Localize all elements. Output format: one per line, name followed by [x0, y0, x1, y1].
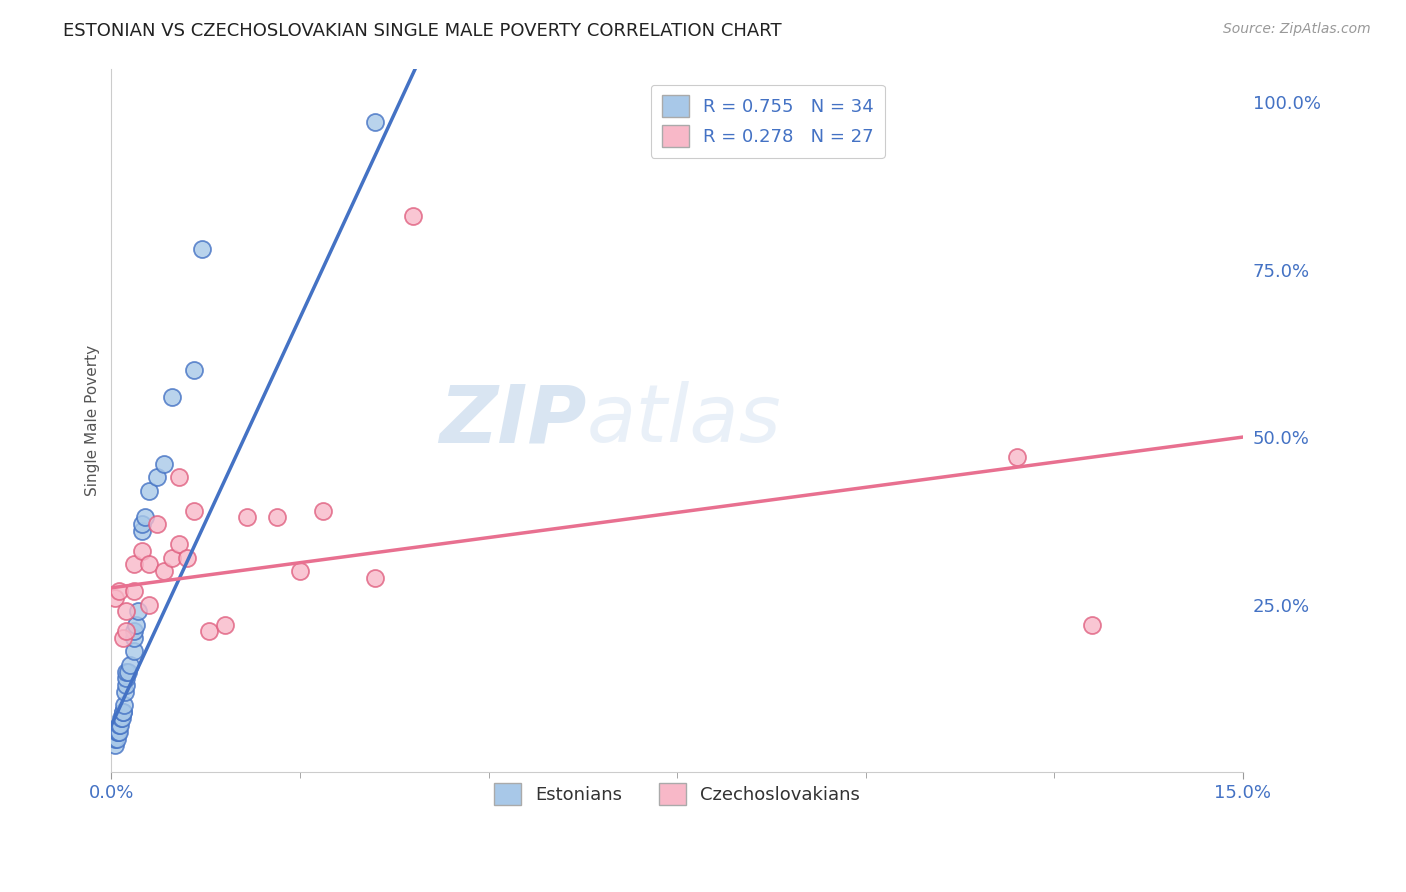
Point [120, 657, 142, 672]
Point [105, 731, 128, 746]
Point [108, 724, 131, 739]
Point [122, 584, 145, 599]
Text: Source: ZipAtlas.com: Source: ZipAtlas.com [1223, 22, 1371, 37]
Point [131, 544, 153, 558]
Text: ESTONIAN VS CZECHOSLOVAKIAN SINGLE MALE POVERTY CORRELATION CHART: ESTONIAN VS CZECHOSLOVAKIAN SINGLE MALE … [63, 22, 782, 40]
Point [115, 604, 138, 618]
Point [138, 598, 160, 612]
Point [311, 504, 333, 518]
Point [111, 631, 134, 645]
Point [134, 510, 156, 524]
Y-axis label: Single Male Poverty: Single Male Poverty [86, 344, 100, 496]
Point [153, 457, 176, 471]
Point [364, 115, 387, 129]
Point [110, 718, 132, 732]
Point [169, 470, 191, 484]
Point [1005, 450, 1028, 465]
Point [108, 718, 131, 732]
Point [104, 591, 127, 605]
Point [138, 483, 160, 498]
Text: atlas: atlas [586, 381, 782, 459]
Point [115, 665, 138, 679]
Point [131, 517, 153, 532]
Point [115, 624, 138, 639]
Point [115, 678, 138, 692]
Point [124, 617, 146, 632]
Point [288, 564, 311, 578]
Point [115, 671, 138, 685]
Point [160, 550, 183, 565]
Point [107, 724, 129, 739]
Legend: Estonians, Czechoslovakians: Estonians, Czechoslovakians [484, 772, 872, 816]
Point [111, 705, 134, 719]
Point [176, 550, 198, 565]
Point [214, 617, 236, 632]
Point [364, 571, 387, 585]
Point [112, 705, 135, 719]
Point [104, 739, 127, 753]
Point [111, 711, 134, 725]
Text: ZIP: ZIP [439, 381, 586, 459]
Point [153, 564, 176, 578]
Point [122, 624, 145, 639]
Point [114, 684, 136, 698]
Point [183, 504, 205, 518]
Point [1081, 617, 1104, 632]
Point [104, 731, 127, 746]
Point [131, 524, 153, 538]
Point [183, 363, 205, 377]
Point [110, 711, 132, 725]
Point [160, 390, 183, 404]
Point [266, 510, 288, 524]
Point [191, 243, 214, 257]
Point [122, 631, 145, 645]
Point [122, 558, 145, 572]
Point [127, 604, 149, 618]
Point [402, 209, 425, 223]
Point [122, 644, 145, 658]
Point [198, 624, 221, 639]
Point [236, 510, 259, 524]
Point [138, 558, 160, 572]
Point [107, 724, 129, 739]
Point [145, 517, 167, 532]
Point [145, 470, 167, 484]
Point [117, 665, 139, 679]
Point [169, 537, 191, 551]
Point [112, 698, 135, 712]
Point [108, 584, 131, 599]
